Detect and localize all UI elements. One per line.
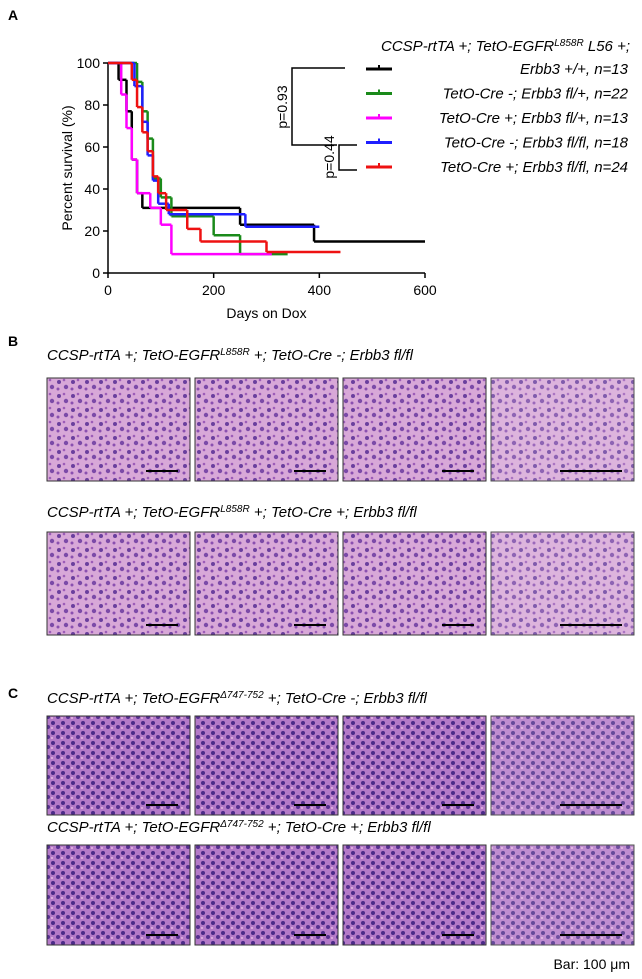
p-value: p=0.44 (321, 135, 337, 178)
histology-image (490, 377, 635, 482)
bracket (338, 144, 357, 171)
x-tick-label: 0 (104, 282, 112, 298)
title-text: +; TetO-Cre +; Erbb3 fl/fl (264, 819, 432, 836)
title-text: +; TetO-Cre -; Erbb3 fl/fl (264, 690, 428, 707)
x-axis-label: Days on Dox (226, 305, 306, 321)
histology-image (46, 531, 191, 636)
y-tick-label: 20 (84, 223, 100, 239)
histology-image (194, 377, 339, 482)
y-tick-label: 80 (84, 97, 100, 113)
legend-title: CCSP-rtTA +; TetO-EGFRL858R L56 +; (381, 38, 630, 56)
title-text: +; TetO-Cre -; Erbb3 fl/fl (250, 347, 414, 364)
histology-image (46, 844, 191, 946)
panel-label: A (8, 7, 18, 23)
legend-entry: TetO-Cre +; Erbb3 fl/fl, n=24 (440, 159, 628, 176)
histology-image (194, 715, 339, 816)
row-title: CCSP-rtTA +; TetO-EGFRΔ747-752 +; TetO-C… (47, 690, 428, 708)
legend-entry: TetO-Cre -; Erbb3 fl/fl, n=18 (444, 135, 629, 152)
histology-image (46, 715, 191, 816)
legend-entry: TetO-Cre -; Erbb3 fl/+, n=22 (443, 86, 629, 103)
row-title: CCSP-rtTA +; TetO-EGFRΔ747-752 +; TetO-C… (47, 819, 431, 837)
superscript: L858R (554, 38, 583, 49)
histology-image (46, 377, 191, 482)
y-tick-label: 60 (84, 139, 100, 155)
title-text: L56 +; (584, 38, 630, 55)
bracket (291, 67, 345, 146)
panel-label: B (8, 333, 18, 349)
legend-entry: TetO-Cre +; Erbb3 fl/+, n=13 (439, 110, 629, 127)
title-text: CCSP-rtTA +; TetO-EGFR (47, 504, 220, 521)
p-value: p=0.93 (274, 85, 290, 128)
x-tick-label: 600 (413, 282, 437, 298)
row-title: CCSP-rtTA +; TetO-EGFRL858R +; TetO-Cre … (47, 347, 414, 365)
x-tick-label: 200 (202, 282, 226, 298)
x-tick-label: 400 (308, 282, 332, 298)
title-text: CCSP-rtTA +; TetO-EGFR (47, 819, 220, 836)
title-text: CCSP-rtTA +; TetO-EGFR (47, 690, 220, 707)
histology-image (342, 844, 487, 946)
title-text: CCSP-rtTA +; TetO-EGFR (381, 38, 554, 55)
legend-entry: Erbb3 +/+, n=13 (520, 61, 629, 78)
y-axis-label: Percent survival (%) (59, 105, 75, 230)
y-tick-label: 0 (92, 265, 100, 281)
histology-image (490, 531, 635, 636)
histology-image (490, 715, 635, 816)
title-text: CCSP-rtTA +; TetO-EGFR (47, 347, 220, 364)
row-title: CCSP-rtTA +; TetO-EGFRL858R +; TetO-Cre … (47, 504, 417, 522)
superscript: Δ747-752 (219, 690, 264, 701)
y-tick-label: 40 (84, 181, 100, 197)
histology-image (342, 377, 487, 482)
panel-label: C (8, 685, 18, 701)
scale-note: Bar: 100 μm (553, 956, 630, 972)
histology-image (490, 844, 635, 946)
histology-image (342, 715, 487, 816)
superscript: Δ747-752 (219, 819, 264, 830)
title-text: +; TetO-Cre +; Erbb3 fl/fl (250, 504, 418, 521)
superscript: L858R (220, 504, 249, 515)
superscript: L858R (220, 347, 249, 358)
histology-image (194, 844, 339, 946)
histology-image (194, 531, 339, 636)
y-tick-label: 100 (77, 55, 101, 71)
histology-image (342, 531, 487, 636)
